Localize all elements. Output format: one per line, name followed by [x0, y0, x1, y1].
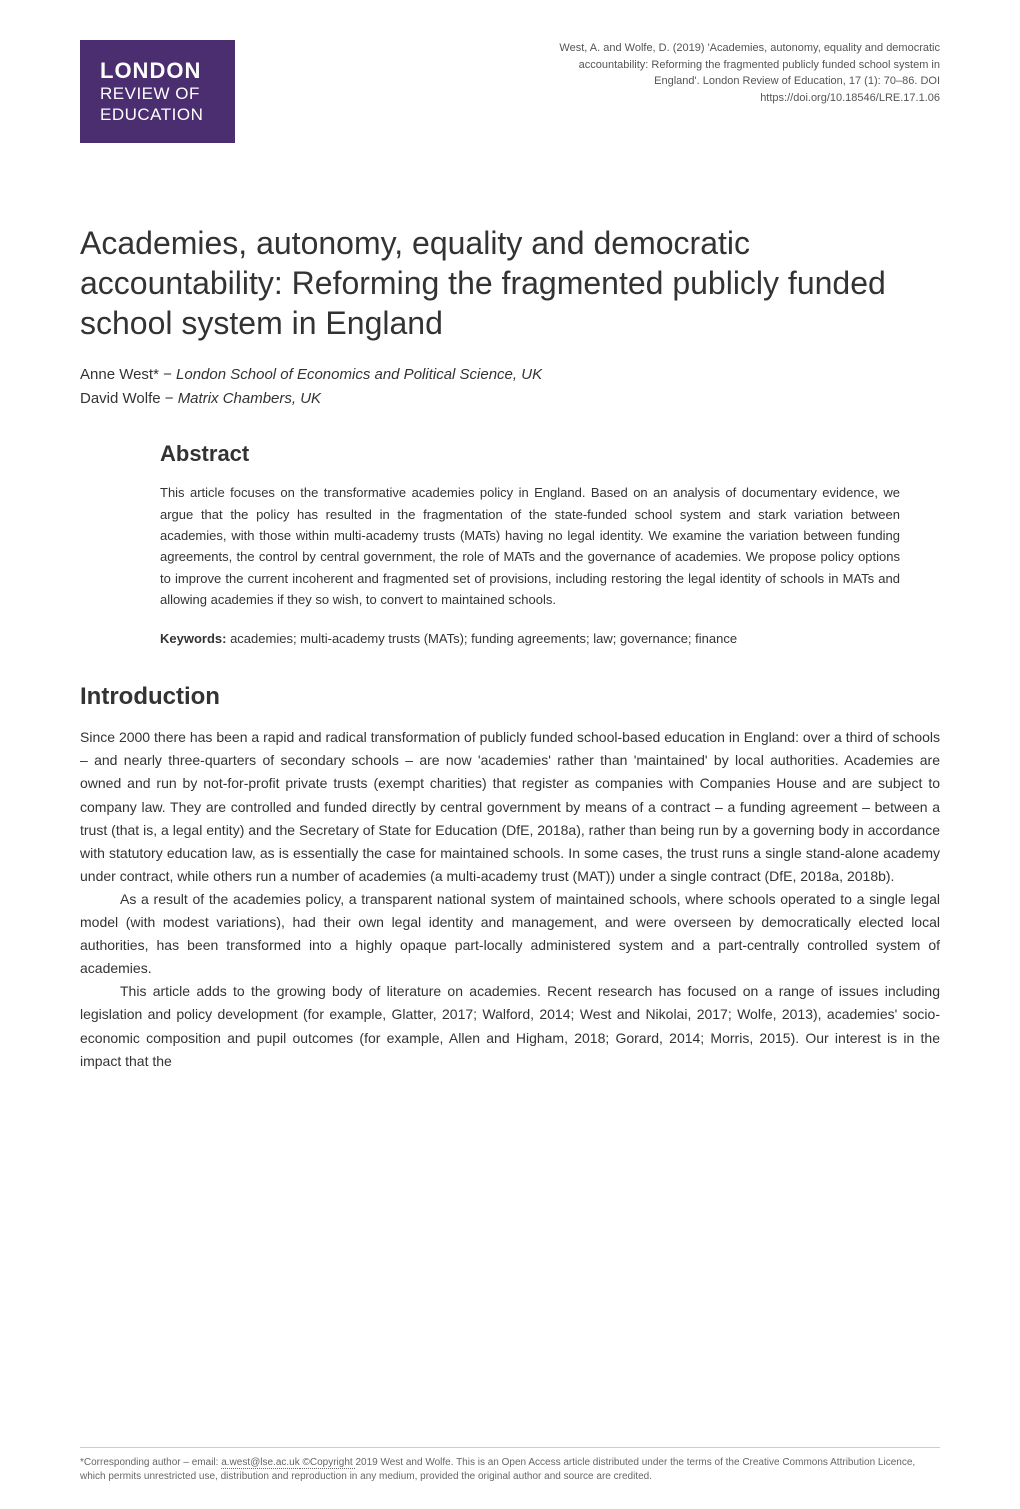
keywords-block: Keywords: academies; multi-academy trust… — [160, 629, 900, 649]
intro-paragraph-3: This article adds to the growing body of… — [80, 980, 940, 1072]
author-2-affiliation: Matrix Chambers, UK — [178, 390, 321, 407]
corresponding-email[interactable]: a.west@lse.ac.uk — [221, 1457, 300, 1469]
article-title: Academies, autonomy, equality and democr… — [80, 223, 940, 343]
intro-paragraph-1: Since 2000 there has been a rapid and ra… — [80, 726, 940, 888]
header-section: LONDON REVIEW OF EDUCATION West, A. and … — [80, 40, 940, 143]
footer-prefix: *Corresponding author – email: — [80, 1457, 221, 1468]
introduction-heading: Introduction — [80, 683, 940, 711]
citation-text: West, A. and Wolfe, D. (2019) 'Academies… — [540, 40, 940, 106]
authors-block: Anne West* − London School of Economics … — [80, 363, 940, 411]
journal-logo: LONDON REVIEW OF EDUCATION — [80, 40, 235, 143]
logo-line-2: REVIEW OF — [100, 84, 215, 104]
page-container: LONDON REVIEW OF EDUCATION West, A. and … — [0, 0, 1020, 1509]
copyright-label: ©Copyright — [300, 1457, 356, 1469]
intro-paragraph-2: As a result of the academies policy, a t… — [80, 888, 940, 980]
logo-line-3: EDUCATION — [100, 105, 215, 125]
abstract-heading: Abstract — [160, 441, 900, 467]
author-1-name: Anne West* − — [80, 366, 176, 383]
abstract-text: This article focuses on the transformati… — [160, 482, 900, 611]
keywords-text: academies; multi-academy trusts (MATs); … — [230, 631, 737, 646]
abstract-section: Abstract This article focuses on the tra… — [160, 441, 900, 648]
logo-line-1: LONDON — [100, 58, 215, 84]
author-1-affiliation: London School of Economics and Political… — [176, 366, 542, 383]
author-2-name: David Wolfe − — [80, 390, 178, 407]
footer-note: *Corresponding author – email: a.west@ls… — [80, 1447, 940, 1484]
keywords-label: Keywords: — [160, 631, 230, 646]
